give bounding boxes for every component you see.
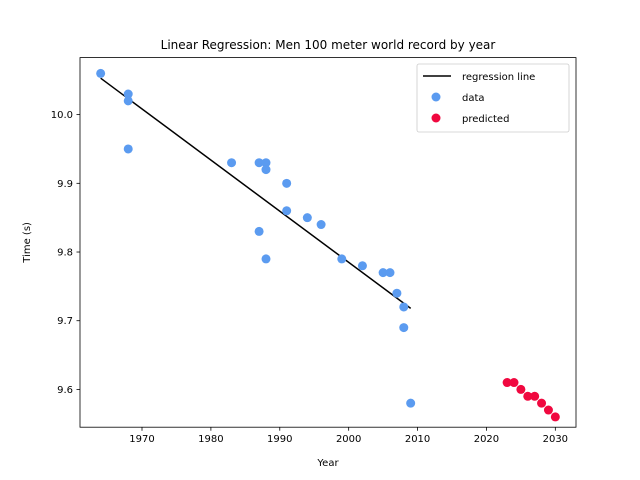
plot-area bbox=[96, 68, 560, 422]
x-tick-label: 1980 bbox=[198, 434, 223, 445]
x-tick-label: 1990 bbox=[267, 434, 292, 445]
y-tick-label: 9.7 bbox=[57, 316, 73, 327]
data-point bbox=[254, 226, 264, 236]
data-point bbox=[254, 158, 264, 168]
y-tick-label: 9.6 bbox=[57, 385, 73, 396]
data-point bbox=[261, 165, 271, 175]
predicted-point bbox=[523, 391, 533, 401]
legend-regression-line-label: regression line bbox=[462, 72, 535, 83]
x-tick-label: 2030 bbox=[543, 434, 568, 445]
legend-box bbox=[416, 63, 570, 133]
predicted-point bbox=[550, 412, 560, 422]
x-tick-label: 2020 bbox=[474, 434, 499, 445]
x-tick-label: 2010 bbox=[405, 434, 430, 445]
data-point bbox=[96, 68, 106, 78]
plot-frame bbox=[79, 57, 577, 428]
data-point bbox=[337, 254, 347, 264]
regression-line bbox=[100, 77, 412, 309]
data-point bbox=[282, 178, 292, 188]
data-point bbox=[261, 158, 271, 168]
x-tick-label: 2000 bbox=[336, 434, 361, 445]
data-point bbox=[227, 158, 237, 168]
data-point bbox=[406, 398, 416, 408]
data-point bbox=[123, 144, 133, 154]
data-point bbox=[357, 261, 367, 271]
data-point bbox=[282, 206, 292, 216]
data-point bbox=[261, 254, 271, 264]
data-point bbox=[302, 213, 312, 223]
y-tick-label: 9.9 bbox=[57, 179, 73, 190]
legend: regression line data predicted bbox=[416, 63, 570, 133]
chart-title: Linear Regression: Men 100 meter world r… bbox=[161, 38, 496, 52]
x-axis: 1970 1980 1990 2000 2010 2020 2030 bbox=[129, 427, 568, 445]
x-tick-label: 1970 bbox=[129, 434, 154, 445]
predicted-point bbox=[509, 378, 519, 388]
legend-data-swatch bbox=[431, 92, 441, 102]
data-point bbox=[123, 96, 133, 106]
predicted-point bbox=[543, 405, 553, 415]
data-point bbox=[316, 220, 326, 230]
y-tick-label: 9.8 bbox=[57, 248, 73, 259]
legend-predicted-label: predicted bbox=[462, 114, 509, 125]
x-axis-label: Year bbox=[316, 458, 339, 469]
predicted-point bbox=[537, 398, 547, 408]
predicted-point bbox=[502, 378, 512, 388]
data-point bbox=[399, 323, 409, 333]
data-point bbox=[399, 302, 409, 312]
data-point bbox=[123, 89, 133, 99]
y-tick-label: 10.0 bbox=[51, 110, 73, 121]
y-axis: 9.6 9.7 9.8 9.9 10.0 bbox=[51, 110, 80, 396]
data-point bbox=[392, 288, 402, 298]
predicted-point bbox=[530, 391, 540, 401]
legend-data-label: data bbox=[462, 93, 485, 104]
data-point bbox=[378, 268, 388, 278]
predicted-point bbox=[516, 384, 526, 394]
legend-predicted-swatch bbox=[431, 113, 441, 123]
y-axis-label: Time (s) bbox=[22, 222, 33, 264]
data-point bbox=[385, 268, 395, 278]
